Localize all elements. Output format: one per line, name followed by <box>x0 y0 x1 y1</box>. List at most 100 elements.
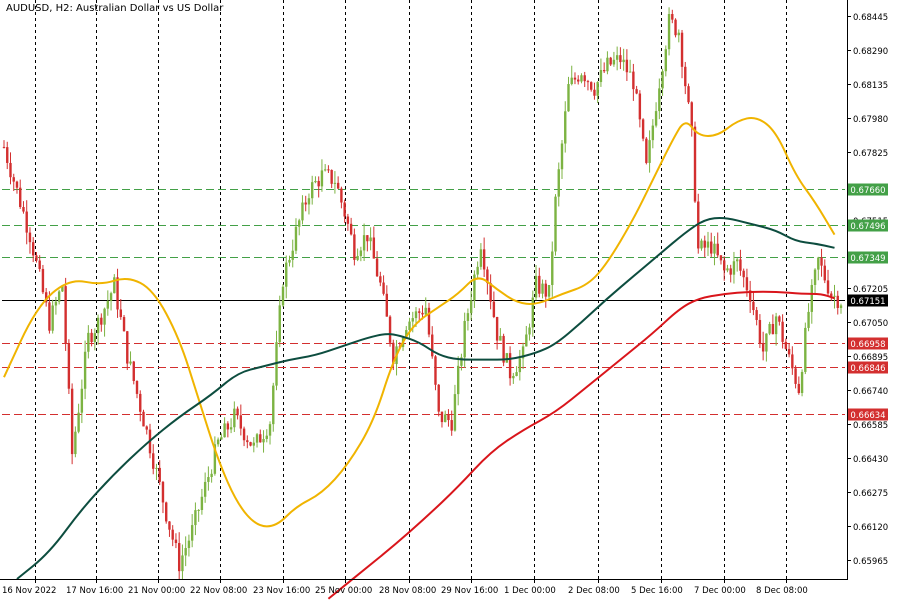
bear-candle[interactable] <box>382 282 385 294</box>
bear-candle[interactable] <box>2 146 6 148</box>
bear-candle[interactable] <box>593 89 596 96</box>
bull-candle[interactable] <box>294 226 298 251</box>
bull-candle[interactable] <box>93 333 97 343</box>
bear-candle[interactable] <box>249 442 252 446</box>
bear-candle[interactable] <box>755 310 758 320</box>
bull-candle[interactable] <box>444 414 447 423</box>
bull-candle[interactable] <box>310 182 314 199</box>
candles[interactable] <box>2 7 843 580</box>
bear-candle[interactable] <box>366 235 369 242</box>
bull-candle[interactable] <box>187 540 191 549</box>
bear-candle[interactable] <box>70 388 74 455</box>
bear-candle[interactable] <box>336 182 340 189</box>
bear-candle[interactable] <box>44 292 48 303</box>
bear-candle[interactable] <box>486 269 489 284</box>
bear-candle[interactable] <box>482 249 486 270</box>
bear-candle[interactable] <box>100 317 103 325</box>
bull-candle[interactable] <box>106 300 110 309</box>
bear-candle[interactable] <box>330 169 333 184</box>
bear-candle[interactable] <box>340 188 343 203</box>
bear-candle[interactable] <box>684 66 687 87</box>
bear-candle[interactable] <box>787 348 791 355</box>
bull-candle[interactable] <box>314 180 317 183</box>
bear-candle[interactable] <box>122 317 126 332</box>
bear-candle[interactable] <box>19 187 22 208</box>
bear-candle[interactable] <box>132 361 135 382</box>
bull-candle[interactable] <box>83 351 87 389</box>
bear-candle[interactable] <box>64 286 67 344</box>
bear-candle[interactable] <box>421 312 424 315</box>
bear-candle[interactable] <box>502 335 505 363</box>
bull-candle[interactable] <box>651 125 655 141</box>
bear-candle[interactable] <box>671 14 674 20</box>
bull-candle[interactable] <box>606 57 609 72</box>
bear-candle[interactable] <box>158 467 161 482</box>
bear-candle[interactable] <box>619 55 622 63</box>
bear-candle[interactable] <box>259 434 262 443</box>
bear-candle[interactable] <box>242 428 246 441</box>
bull-candle[interactable] <box>817 257 820 270</box>
bull-candle[interactable] <box>414 311 418 319</box>
bull-candle[interactable] <box>580 75 583 82</box>
bull-candle[interactable] <box>181 555 184 572</box>
bull-candle[interactable] <box>194 510 197 526</box>
bull-candle[interactable] <box>51 305 54 331</box>
bear-candle[interactable] <box>758 319 762 344</box>
bull-candle[interactable] <box>599 70 603 83</box>
bear-candle[interactable] <box>346 216 350 224</box>
bull-candle[interactable] <box>518 358 522 373</box>
bull-candle[interactable] <box>677 32 680 36</box>
bear-candle[interactable] <box>635 89 638 94</box>
bull-candle[interactable] <box>291 250 294 260</box>
bull-candle[interactable] <box>320 170 324 187</box>
bull-candle[interactable] <box>57 291 61 302</box>
time-axis[interactable]: 16 Nov 2022 17 Nov 16:00 21 Nov 00:00 22 No… <box>2 579 808 596</box>
bull-candle[interactable] <box>262 438 265 443</box>
bull-candle[interactable] <box>479 249 483 267</box>
bull-candle[interactable] <box>220 437 223 440</box>
bear-candle[interactable] <box>427 307 431 335</box>
bear-candle[interactable] <box>716 243 719 256</box>
bull-candle[interactable] <box>521 346 525 359</box>
bear-candle[interactable] <box>784 341 788 349</box>
bull-candle[interactable] <box>768 323 771 334</box>
bear-candle[interactable] <box>752 301 755 311</box>
bear-candle[interactable] <box>119 309 122 318</box>
bull-candle[interactable] <box>109 293 113 301</box>
bull-candle[interactable] <box>473 274 476 301</box>
bull-candle[interactable] <box>281 286 285 306</box>
bear-candle[interactable] <box>690 102 693 127</box>
bear-candle[interactable] <box>226 423 230 430</box>
bear-candle[interactable] <box>379 276 382 283</box>
bull-candle[interactable] <box>210 473 213 478</box>
bull-candle[interactable] <box>534 275 538 298</box>
bear-candle[interactable] <box>641 119 645 139</box>
bear-candle[interactable] <box>152 453 155 469</box>
bear-candle[interactable] <box>609 57 612 65</box>
bear-candle[interactable] <box>745 277 749 291</box>
bull-candle[interactable] <box>80 388 84 413</box>
bull-candle[interactable] <box>323 169 327 171</box>
bear-candle[interactable] <box>538 275 541 294</box>
bear-candle[interactable] <box>492 301 496 317</box>
bear-candle[interactable] <box>353 234 356 260</box>
bull-candle[interactable] <box>103 308 106 325</box>
bull-candle[interactable] <box>774 316 778 335</box>
bear-candle[interactable] <box>781 321 784 342</box>
bull-candle[interactable] <box>190 525 194 541</box>
bear-candle[interactable] <box>116 277 119 310</box>
bull-candle[interactable] <box>460 357 463 366</box>
bull-candle[interactable] <box>667 14 671 50</box>
bull-candle[interactable] <box>648 140 651 163</box>
bear-candle[interactable] <box>28 232 32 243</box>
bull-candle[interactable] <box>612 59 616 65</box>
bull-candle[interactable] <box>528 327 531 335</box>
bear-candle[interactable] <box>431 334 434 357</box>
bear-candle[interactable] <box>372 237 376 259</box>
bull-candle[interactable] <box>839 305 843 308</box>
bull-candle[interactable] <box>732 261 736 275</box>
bear-candle[interactable] <box>239 415 243 429</box>
bull-candle[interactable] <box>424 307 427 315</box>
bear-candle[interactable] <box>573 77 577 80</box>
bear-candle[interactable] <box>25 211 28 233</box>
